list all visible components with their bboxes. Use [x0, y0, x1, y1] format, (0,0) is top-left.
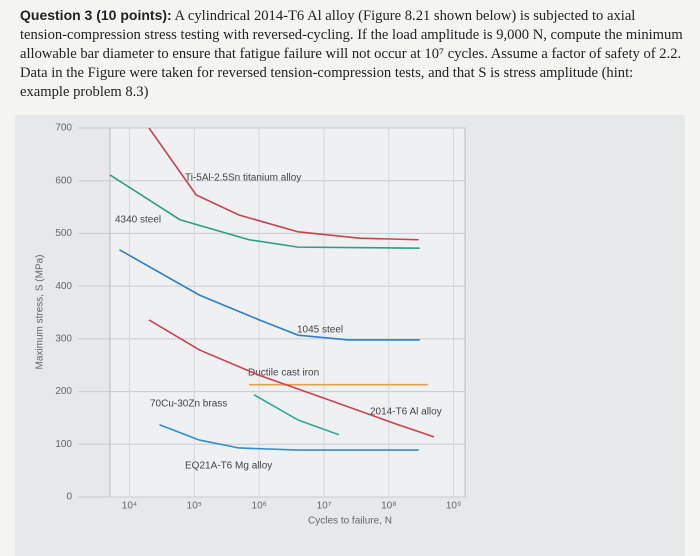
plot-area: [109, 127, 466, 498]
x-tick-label: 10⁵: [187, 501, 202, 512]
series-label: 70Cu-30Zn brass: [150, 399, 227, 410]
series-label: 2014-T6 Al alloy: [370, 407, 442, 418]
x-tick-label: 10⁸: [381, 501, 396, 512]
series-line: [119, 249, 420, 341]
y-tick-label: 500: [55, 228, 72, 239]
series-line: [109, 174, 420, 249]
y-tick-label: 200: [55, 386, 72, 397]
question-body: A cylindrical 2014-T6 Al alloy (Figure 8…: [20, 8, 683, 100]
x-axis-label: Cycles to failure, N: [308, 516, 392, 527]
x-tick-label: 10⁹: [446, 501, 461, 512]
y-tick-label: 400: [55, 281, 72, 292]
x-tick-label: 10⁷: [317, 501, 332, 512]
y-axis-label: Maximum stress, S (MPa): [35, 254, 46, 369]
series-label: 4340 steel: [115, 215, 161, 226]
series-label: EQ21A-T6 Mg alloy: [185, 461, 272, 472]
y-tick-label: 600: [55, 175, 72, 186]
series-line: [148, 127, 419, 241]
y-tick-label: 700: [55, 123, 72, 134]
series-line: [148, 319, 435, 438]
series-label: 1045 steel: [297, 325, 343, 336]
series-line: [253, 394, 340, 436]
question-text: Question 3 (10 points): A cylindrical 20…: [20, 6, 685, 102]
series-label: Ti-5Al-2.5Sn titanium alloy: [185, 173, 301, 184]
series-line: [159, 424, 419, 451]
y-tick-label: 0: [66, 492, 72, 503]
y-tick-label: 300: [55, 333, 72, 344]
series-label: Ductile cast iron: [248, 368, 319, 379]
y-tick-label: 100: [55, 439, 72, 450]
x-tick-label: 10⁴: [122, 501, 137, 512]
question-prefix: Question 3 (10 points):: [20, 7, 172, 23]
x-tick-label: 10⁶: [252, 501, 267, 512]
